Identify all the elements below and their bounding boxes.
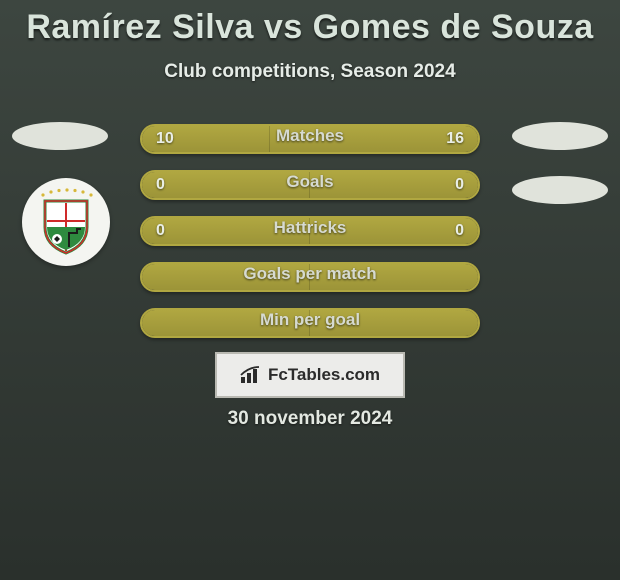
date-text: 30 november 2024 <box>0 408 620 430</box>
flag-placeholder-right-2 <box>512 176 608 204</box>
branding-badge[interactable]: FcTables.com <box>215 352 405 398</box>
stat-row-inner: 00 <box>142 218 478 244</box>
flag-placeholder-right-1 <box>512 122 608 150</box>
stat-value-left: 0 <box>156 176 165 194</box>
stat-value-right: 0 <box>455 222 464 240</box>
stat-value-right: 16 <box>446 130 464 148</box>
stat-row: 1016Matches <box>140 124 480 154</box>
subtitle: Club competitions, Season 2024 <box>0 61 620 83</box>
stat-row-inner: 10 16 <box>142 126 478 152</box>
comparison-card: Ramírez Silva vs Gomes de Souza Club com… <box>0 0 620 580</box>
flag-placeholder-left <box>12 122 108 150</box>
stat-value-left: 0 <box>156 222 165 240</box>
stat-value-left: 10 <box>156 130 174 148</box>
stat-row-inner <box>142 264 478 290</box>
page-title: Ramírez Silva vs Gomes de Souza <box>0 0 620 47</box>
stat-row-inner <box>142 310 478 336</box>
club-crest-icon <box>31 187 101 257</box>
stat-row: Min per goal <box>140 308 480 338</box>
stat-row-inner: 00 <box>142 172 478 198</box>
stat-row: 00Hattricks <box>140 216 480 246</box>
club-crest-left <box>22 178 110 266</box>
branding-text: FcTables.com <box>268 365 380 385</box>
stat-row: Goals per match <box>140 262 480 292</box>
bars-icon <box>240 366 262 384</box>
stat-value-right: 0 <box>455 176 464 194</box>
stats-rows: 1016Matches00Goals00HattricksGoals per m… <box>140 124 480 354</box>
stat-row: 00Goals <box>140 170 480 200</box>
